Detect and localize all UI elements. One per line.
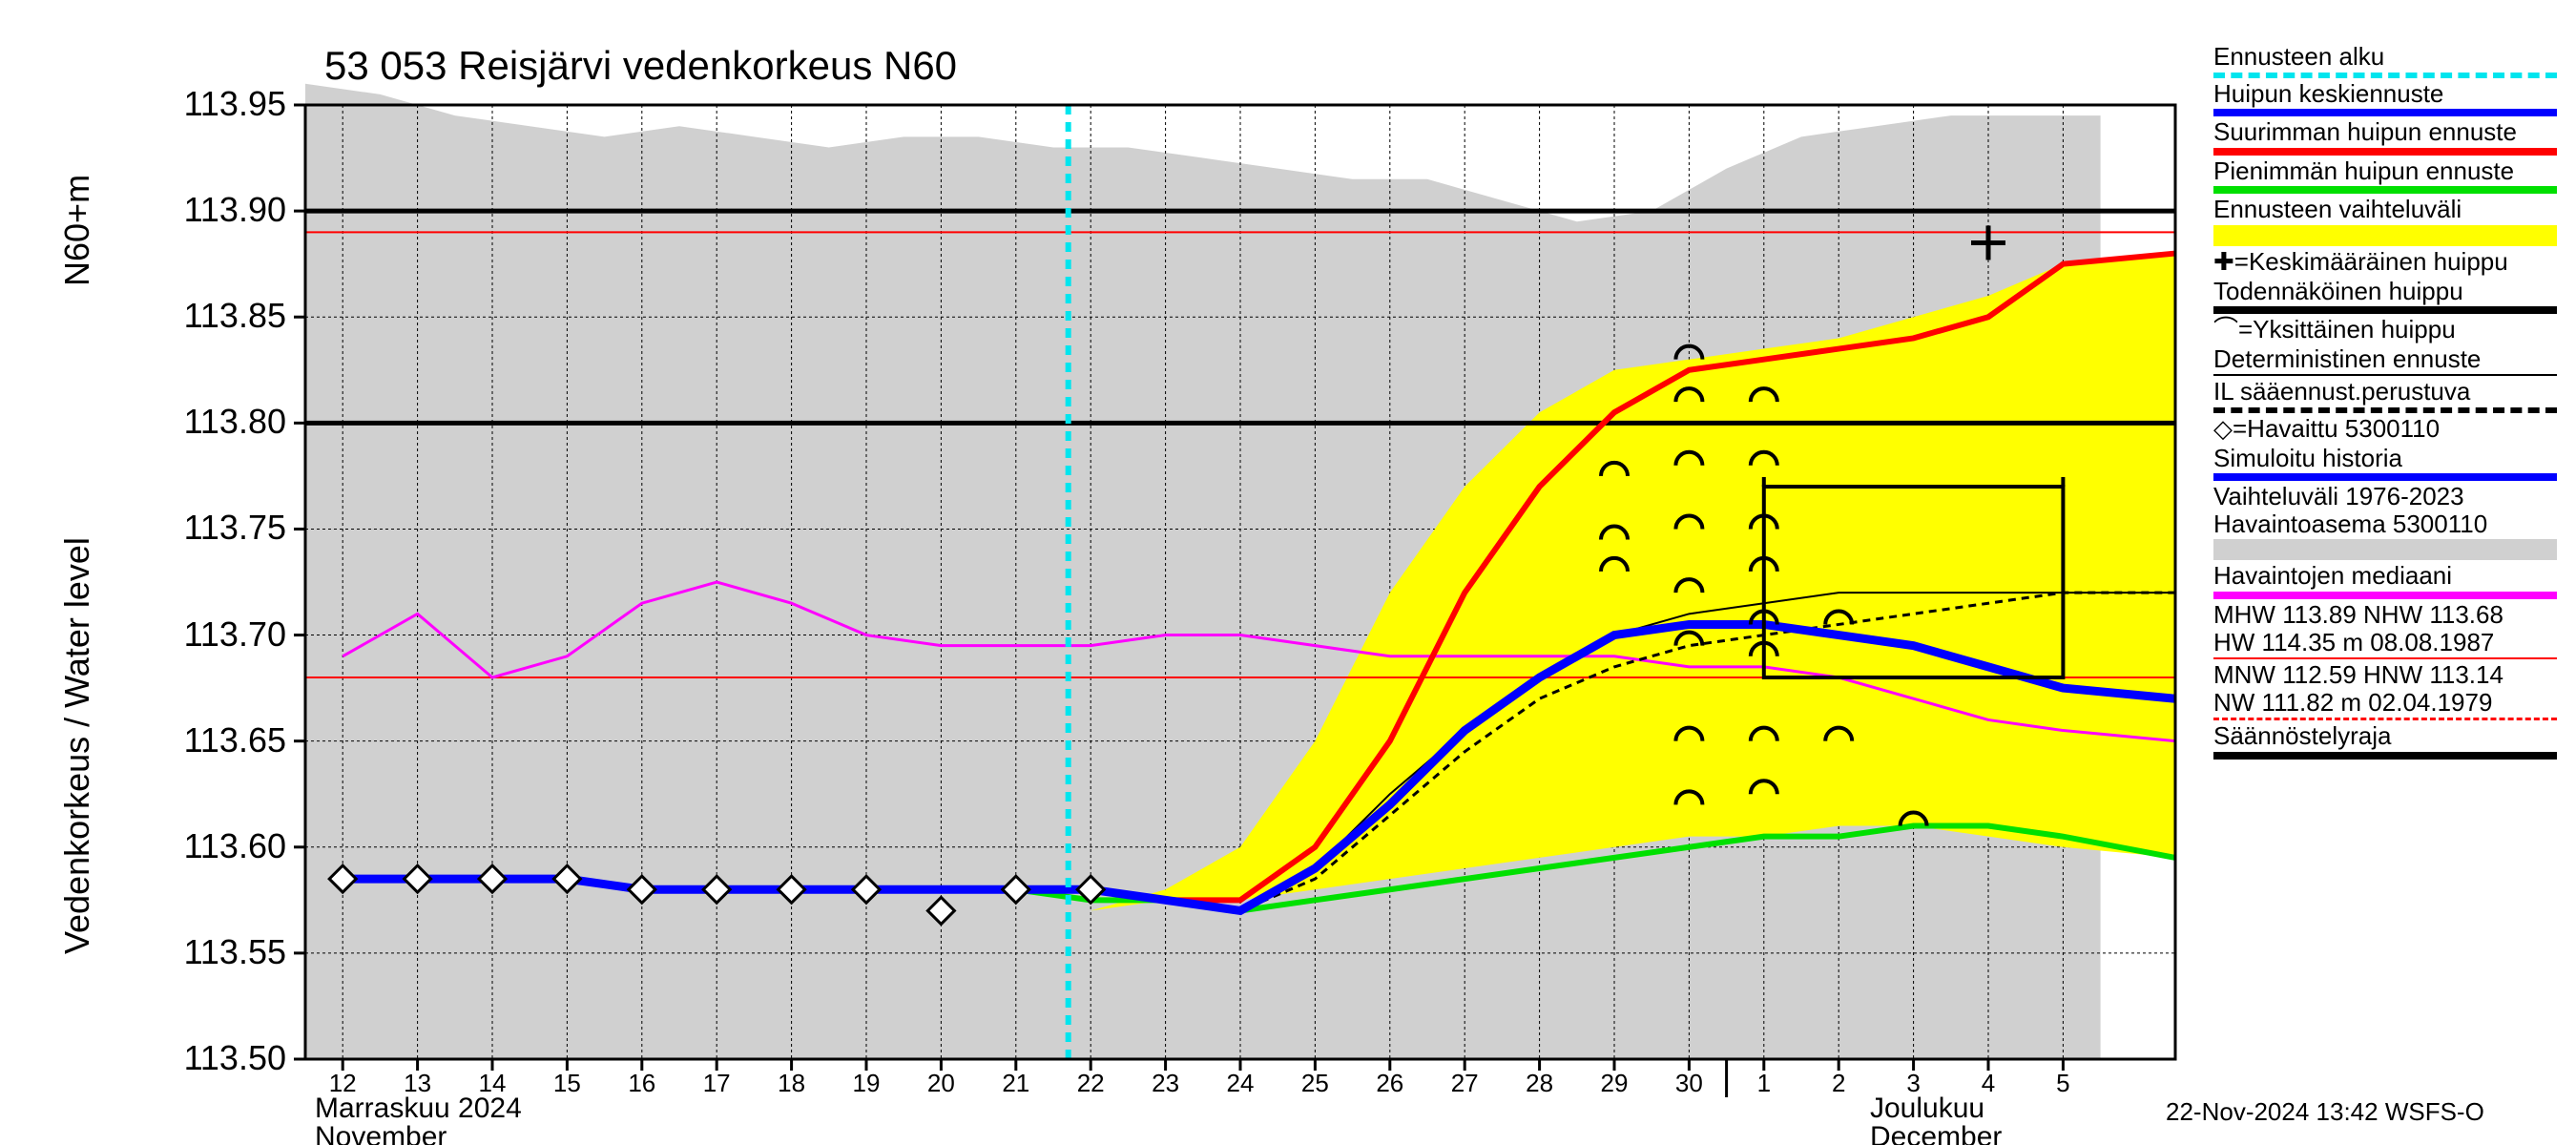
legend-swatch	[2213, 148, 2557, 156]
x-tick-label: 19	[842, 1069, 890, 1098]
y-tick-label: 113.65	[153, 720, 286, 760]
legend-label: IL sääennust.perustuva	[2213, 378, 2566, 406]
x-tick-label: 1	[1740, 1069, 1788, 1098]
legend-swatch	[2213, 225, 2557, 246]
x-tick-label: 30	[1665, 1069, 1713, 1098]
legend-item: Ennusteen alku	[2213, 43, 2566, 78]
legend-item: Deterministinen ennuste	[2213, 345, 2566, 377]
legend-item: Havaintojen mediaani	[2213, 562, 2566, 599]
x-tick-label: 27	[1441, 1069, 1488, 1098]
x-tick-label: 5	[2039, 1069, 2087, 1098]
y-tick-label: 113.50	[153, 1038, 286, 1078]
legend-item: Huipun keskiennuste	[2213, 80, 2566, 117]
legend: Ennusteen alku Huipun keskiennuste Suurimm…	[2213, 43, 2566, 761]
legend-swatch	[2213, 306, 2557, 314]
legend-label: Säännöstelyraja	[2213, 722, 2566, 750]
legend-swatch	[2213, 657, 2557, 659]
legend-item: ⌒=Yksittäinen huippu	[2213, 316, 2566, 344]
legend-label: Huipun keskiennuste	[2213, 80, 2566, 108]
legend-swatch	[2213, 752, 2557, 760]
legend-swatch	[2213, 539, 2557, 560]
x-tick-label: 26	[1366, 1069, 1414, 1098]
legend-swatch	[2213, 73, 2557, 78]
legend-swatch	[2213, 592, 2557, 599]
legend-label: Ennusteen alku	[2213, 43, 2566, 71]
legend-label: Todennäköinen huippu	[2213, 278, 2566, 305]
y-tick-label: 113.75	[153, 508, 286, 548]
legend-label: Deterministinen ennuste	[2213, 345, 2566, 373]
y-tick-label: 113.85	[153, 296, 286, 336]
month-left-en: November	[315, 1121, 447, 1145]
legend-swatch	[2213, 109, 2557, 116]
legend-item: MNW 112.59 HNW 113.14 NW 111.82 m 02.04.…	[2213, 661, 2566, 720]
y-tick-label: 113.60	[153, 826, 286, 866]
y-tick-label: 113.55	[153, 932, 286, 972]
legend-item: Suurimman huipun ennuste	[2213, 118, 2566, 156]
month-right-fi: Joulukuu	[1870, 1093, 1984, 1125]
legend-item: MHW 113.89 NHW 113.68 HW 114.35 m 08.08.…	[2213, 601, 2566, 659]
legend-label: Havaintojen mediaani	[2213, 562, 2566, 590]
legend-item: ◇=Havaittu 5300110	[2213, 415, 2566, 443]
x-tick-label: 25	[1291, 1069, 1339, 1098]
legend-label: Vaihteluväli 1976-2023 Havaintoasema 530…	[2213, 483, 2566, 537]
month-left-fi: Marraskuu 2024	[315, 1093, 522, 1125]
legend-swatch	[2213, 718, 2557, 720]
x-tick-label: 21	[992, 1069, 1040, 1098]
legend-item: IL sääennust.perustuva	[2213, 378, 2566, 413]
legend-item: Vaihteluväli 1976-2023 Havaintoasema 530…	[2213, 483, 2566, 560]
legend-item: Simuloitu historia	[2213, 445, 2566, 482]
legend-label: ◇=Havaittu 5300110	[2213, 415, 2566, 443]
legend-item: Ennusteen vaihteluväli	[2213, 196, 2566, 246]
x-tick-label: 29	[1590, 1069, 1638, 1098]
legend-label: ✚=Keskimääräinen huippu	[2213, 248, 2566, 276]
footer-timestamp: 22-Nov-2024 13:42 WSFS-O	[2166, 1097, 2484, 1127]
legend-swatch	[2213, 374, 2557, 376]
x-tick-label: 17	[693, 1069, 740, 1098]
x-tick-label: 20	[917, 1069, 965, 1098]
month-right-en: December	[1870, 1121, 2002, 1145]
legend-label: ⌒=Yksittäinen huippu	[2213, 316, 2566, 344]
x-tick-label: 24	[1216, 1069, 1264, 1098]
x-tick-label: 18	[768, 1069, 816, 1098]
x-tick-label: 15	[543, 1069, 591, 1098]
legend-item: Säännöstelyraja	[2213, 722, 2566, 760]
chart-svg	[0, 0, 2576, 1145]
legend-label: Pienimmän huipun ennuste	[2213, 157, 2566, 185]
legend-swatch	[2213, 407, 2557, 413]
y-tick-label: 113.90	[153, 190, 286, 230]
x-tick-label: 23	[1142, 1069, 1190, 1098]
legend-swatch	[2213, 473, 2557, 481]
y-tick-label: 113.70	[153, 614, 286, 655]
legend-item: Todennäköinen huippu	[2213, 278, 2566, 315]
y-tick-label: 113.95	[153, 84, 286, 124]
legend-item: ✚=Keskimääräinen huippu	[2213, 248, 2566, 276]
x-tick-label: 28	[1516, 1069, 1564, 1098]
x-tick-label: 16	[618, 1069, 666, 1098]
legend-label: MHW 113.89 NHW 113.68 HW 114.35 m 08.08.…	[2213, 601, 2566, 656]
x-tick-label: 22	[1067, 1069, 1114, 1098]
legend-label: MNW 112.59 HNW 113.14 NW 111.82 m 02.04.…	[2213, 661, 2566, 716]
y-tick-label: 113.80	[153, 402, 286, 442]
legend-label: Simuloitu historia	[2213, 445, 2566, 472]
x-tick-label: 2	[1815, 1069, 1862, 1098]
legend-item: Pienimmän huipun ennuste	[2213, 157, 2566, 195]
legend-label: Ennusteen vaihteluväli	[2213, 196, 2566, 223]
legend-swatch	[2213, 186, 2557, 194]
legend-label: Suurimman huipun ennuste	[2213, 118, 2566, 146]
